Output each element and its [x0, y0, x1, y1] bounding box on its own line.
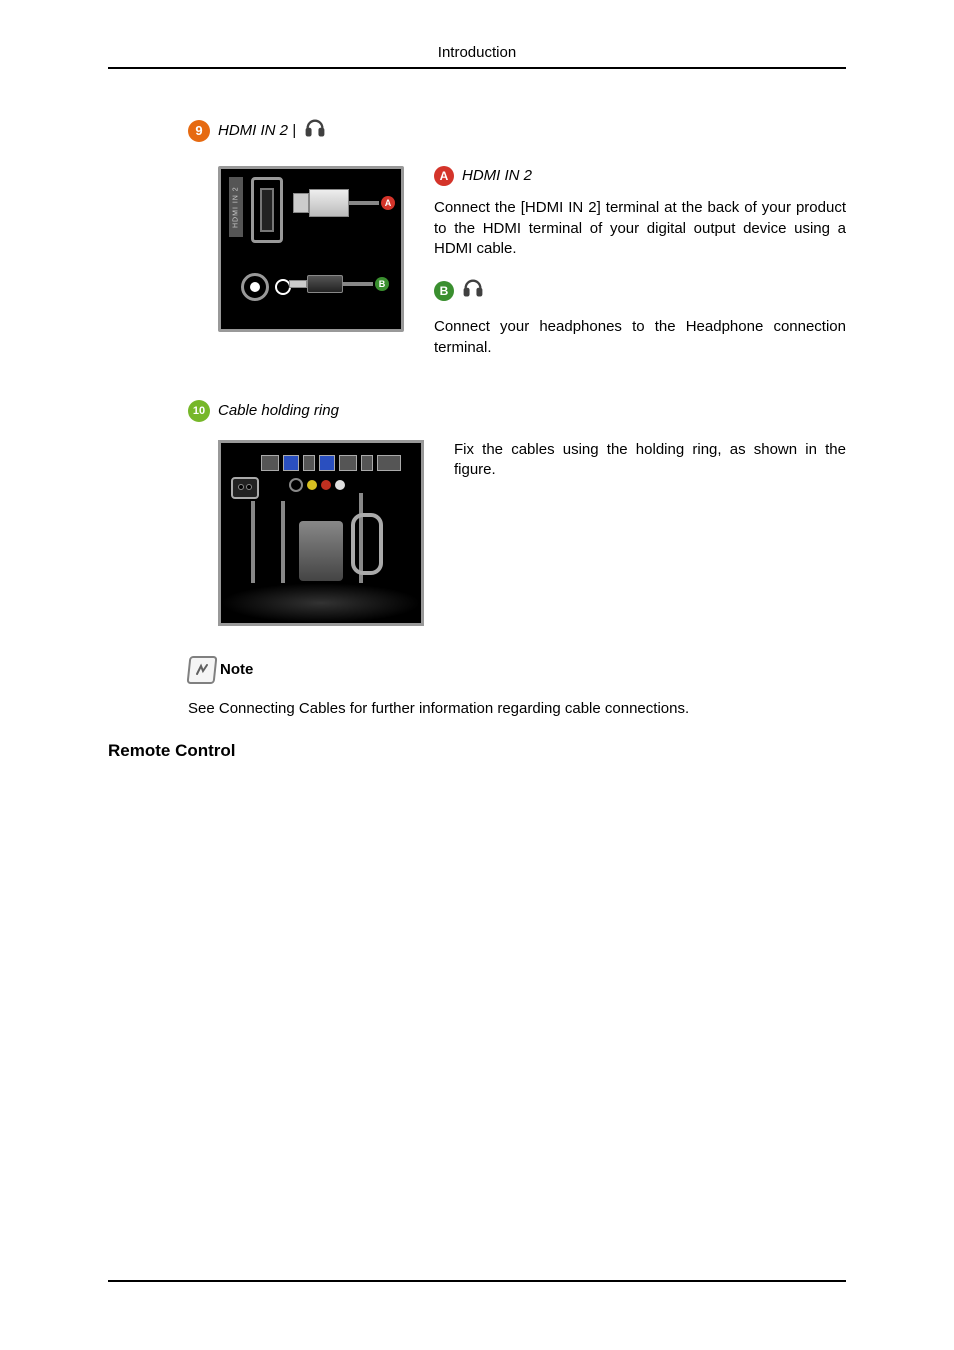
subhead-b: B [434, 277, 846, 305]
letter-b-icon: B [434, 281, 454, 301]
note-body-text: See Connecting Cables for further inform… [188, 700, 846, 717]
hdmi-plug-icon: A [293, 189, 395, 217]
note-label: Note [220, 661, 253, 678]
letter-a-icon: A [434, 166, 454, 186]
section-10-heading: 10 Cable holding ring [188, 400, 846, 422]
subhead-a-text: Connect the [HDMI IN 2] terminal at the … [434, 198, 846, 259]
section-9-body: HDMI IN 2 A B [218, 166, 846, 372]
headphone-icon [462, 277, 484, 305]
section-9-number-icon: 9 [188, 120, 210, 142]
section-10-text: Fix the cables using the holding ring, a… [454, 440, 846, 481]
section-10-body: Fix the cables using the holding ring, a… [218, 440, 846, 626]
section-9-text-column: A HDMI IN 2 Connect the [HDMI IN 2] term… [434, 166, 846, 372]
note-heading: Note [188, 656, 846, 684]
section-9-title: HDMI IN 2 | [218, 122, 296, 139]
headphone-icon [304, 117, 326, 144]
section-10-text-column: Fix the cables using the holding ring, a… [454, 440, 846, 495]
header-rule [108, 67, 846, 69]
headphone-plug-icon: B [289, 275, 389, 293]
hdmi-panel-illustration: HDMI IN 2 A B [218, 166, 404, 332]
section-9-heading: 9 HDMI IN 2 | [188, 117, 846, 144]
headphone-jack-icon [241, 273, 291, 301]
subhead-b-text: Connect your headphones to the Head­phon… [434, 317, 846, 358]
note-icon [187, 656, 218, 684]
power-socket-icon [231, 477, 259, 499]
holding-ring-icon [351, 513, 383, 575]
subhead-a: A HDMI IN 2 [434, 166, 846, 186]
subhead-a-title: HDMI IN 2 [462, 166, 532, 186]
hdmi-slot-icon [251, 177, 283, 243]
hdmi-panel-vertical-label: HDMI IN 2 [229, 177, 243, 237]
rear-port-row-icon [261, 453, 405, 473]
section-10-number-icon: 10 [188, 400, 210, 422]
page: Introduction 9 HDMI IN 2 | HDMI IN 2 A [0, 0, 954, 1350]
section-10-title: Cable holding ring [218, 402, 339, 419]
footer-rule [108, 1280, 846, 1282]
marker-a-icon: A [381, 196, 395, 210]
cable-ring-illustration [218, 440, 424, 626]
rear-rca-row-icon [261, 477, 405, 493]
remote-control-heading: Remote Control [108, 741, 846, 761]
page-header-title: Introduction [108, 44, 846, 67]
marker-b-icon: B [375, 277, 389, 291]
monitor-stand-icon [299, 521, 343, 581]
